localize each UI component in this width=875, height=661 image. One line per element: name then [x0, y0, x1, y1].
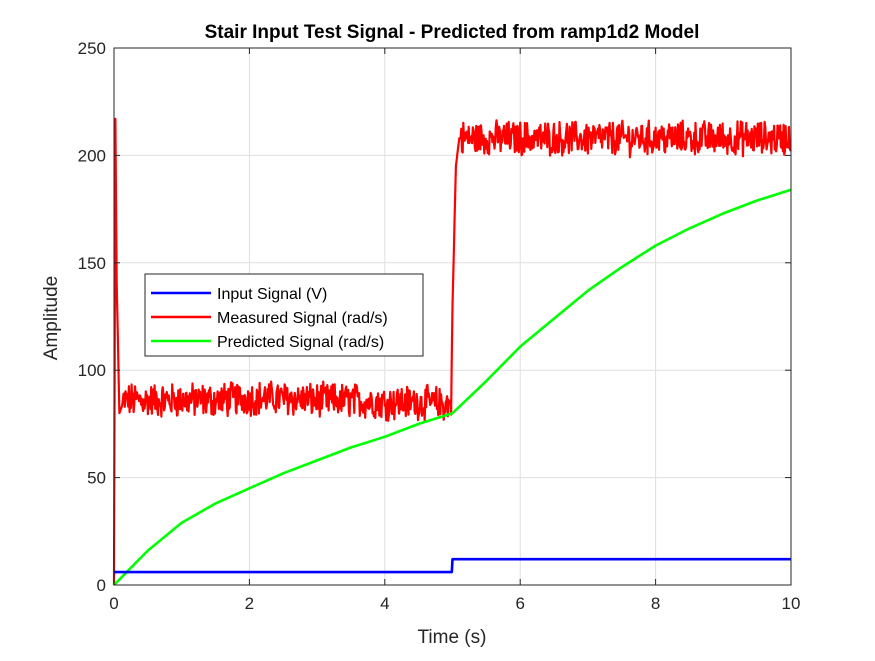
- legend: Input Signal (V) Measured Signal (rad/s) P…: [144, 273, 424, 357]
- x-tick-label: 10: [782, 594, 801, 613]
- x-tick-label: 6: [515, 594, 524, 613]
- x-tick-label: 4: [380, 594, 389, 613]
- legend-entry-label: Measured Signal (rad/s): [217, 310, 388, 327]
- plot-frame: [113, 47, 792, 586]
- y-tick-label: 200: [78, 146, 106, 165]
- y-axis-label: Amplitude: [41, 276, 62, 361]
- y-tick-label: 250: [78, 39, 106, 58]
- legend-entry-label: Input Signal (V): [217, 286, 327, 303]
- x-tick-label: 2: [245, 594, 254, 613]
- series-line: [112, 117, 792, 586]
- y-tick-label: 50: [87, 469, 106, 488]
- legend-entry-label: Predicted Signal (rad/s): [217, 334, 384, 351]
- series-line: [113, 188, 792, 586]
- x-tick-label: 8: [651, 594, 660, 613]
- legend-box: [144, 273, 424, 357]
- x-tick-label: 0: [109, 594, 118, 613]
- series-layer: [112, 117, 792, 586]
- chart-title: Stair Input Test Signal - Predicted from…: [205, 22, 700, 43]
- y-tick-label: 100: [78, 361, 106, 380]
- x-axis-label: Time (s): [418, 627, 487, 648]
- y-tick-label: 0: [97, 576, 106, 595]
- y-tick-label: 150: [78, 254, 106, 273]
- series-line: [114, 557, 791, 574]
